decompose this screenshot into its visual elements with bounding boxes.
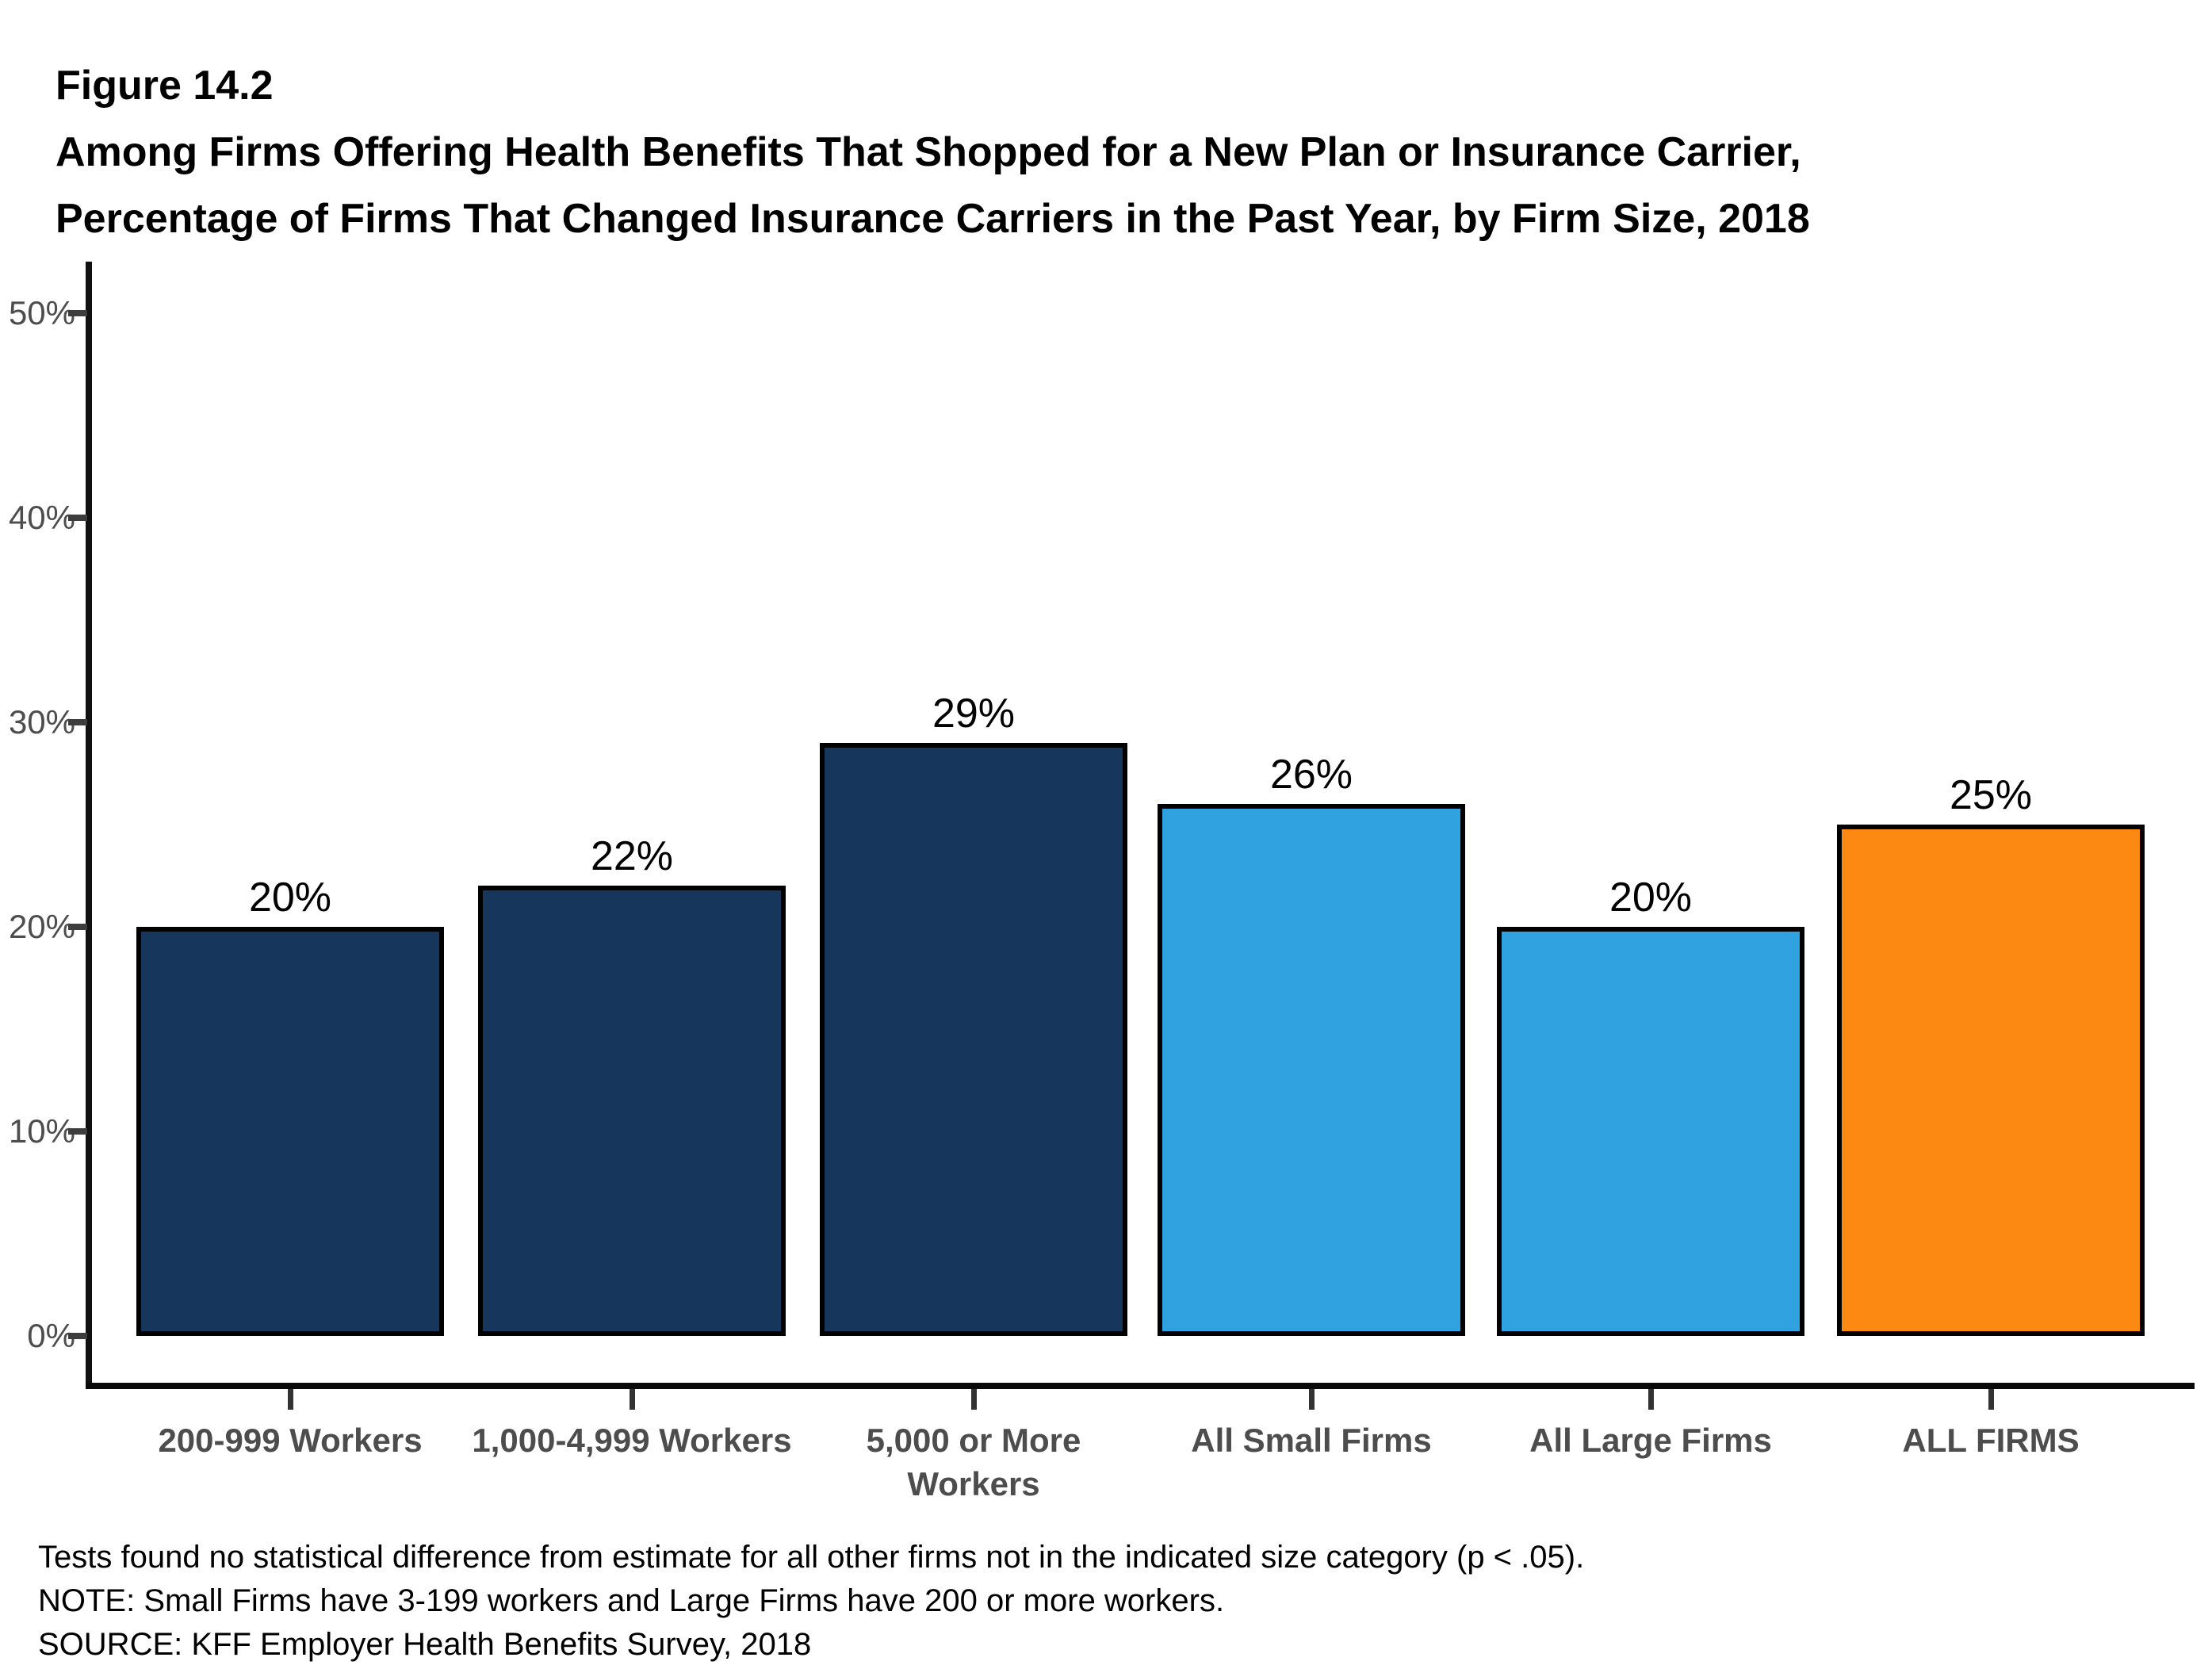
- bar-200-999-workers: [136, 927, 444, 1336]
- x-category-label-all-large-firms: All Large Firms: [1529, 1422, 1772, 1459]
- x-category-label-5-000-or-more-workers: 5,000 or More Workers: [866, 1422, 1081, 1502]
- bar-value-label: 26%: [1269, 752, 1353, 798]
- bar-value-label: 20%: [1609, 875, 1693, 921]
- x-tick-mark: [288, 1389, 293, 1410]
- bar-all-small-firms: [1158, 804, 1465, 1336]
- x-category-label-200-999-workers: 200-999 Workers: [158, 1422, 423, 1459]
- bar-5-000-or-more-workers: [820, 743, 1127, 1336]
- bar-value-label: 22%: [590, 833, 674, 879]
- y-tick-mark: [68, 924, 87, 930]
- figure-title-line1: Among Firms Offering Health Benefits Tha…: [55, 129, 1801, 175]
- figure-title-line2: Percentage of Firms That Changed Insuran…: [55, 196, 1810, 242]
- bar-1-000-4-999-workers: [478, 886, 786, 1336]
- footnote-note: NOTE: Small Firms have 3-199 workers and…: [38, 1583, 1225, 1618]
- y-tick-mark: [68, 719, 87, 725]
- x-category-label-1-000-4-999-workers: 1,000-4,999 Workers: [472, 1422, 792, 1459]
- x-tick-mark: [630, 1389, 635, 1410]
- bar-value-label: 20%: [248, 875, 332, 921]
- y-axis-line: [86, 262, 92, 1389]
- y-tick-label: 50%: [8, 294, 75, 331]
- bar-value-label: 29%: [932, 691, 1016, 737]
- footnote-source: SOURCE: KFF Employer Health Benefits Sur…: [38, 1627, 812, 1662]
- bar-all-firms: [1837, 825, 2145, 1336]
- bar-value-label: 25%: [1949, 772, 2033, 818]
- y-tick-label: 40%: [8, 499, 75, 536]
- x-tick-mark: [1309, 1389, 1315, 1410]
- x-category-label-all-small-firms: All Small Firms: [1191, 1422, 1432, 1459]
- x-category-label-all-firms: ALL FIRMS: [1902, 1422, 2080, 1459]
- y-tick-mark: [68, 1333, 87, 1339]
- footnote-significance: Tests found no statistical difference fr…: [38, 1540, 1585, 1575]
- bar-all-large-firms: [1497, 927, 1804, 1336]
- x-tick-mark: [1988, 1389, 1994, 1410]
- y-tick-label: 20%: [8, 908, 75, 945]
- y-tick-label: 30%: [8, 703, 75, 741]
- x-axis-line: [86, 1383, 2195, 1389]
- x-tick-mark: [1648, 1389, 1654, 1410]
- y-tick-mark: [68, 1128, 87, 1135]
- y-tick-label: 10%: [8, 1112, 75, 1150]
- y-tick-mark: [68, 515, 87, 521]
- y-tick-mark: [68, 310, 87, 316]
- y-tick-label: 0%: [27, 1317, 75, 1354]
- x-tick-mark: [971, 1389, 977, 1410]
- figure-number: Figure 14.2: [55, 63, 274, 109]
